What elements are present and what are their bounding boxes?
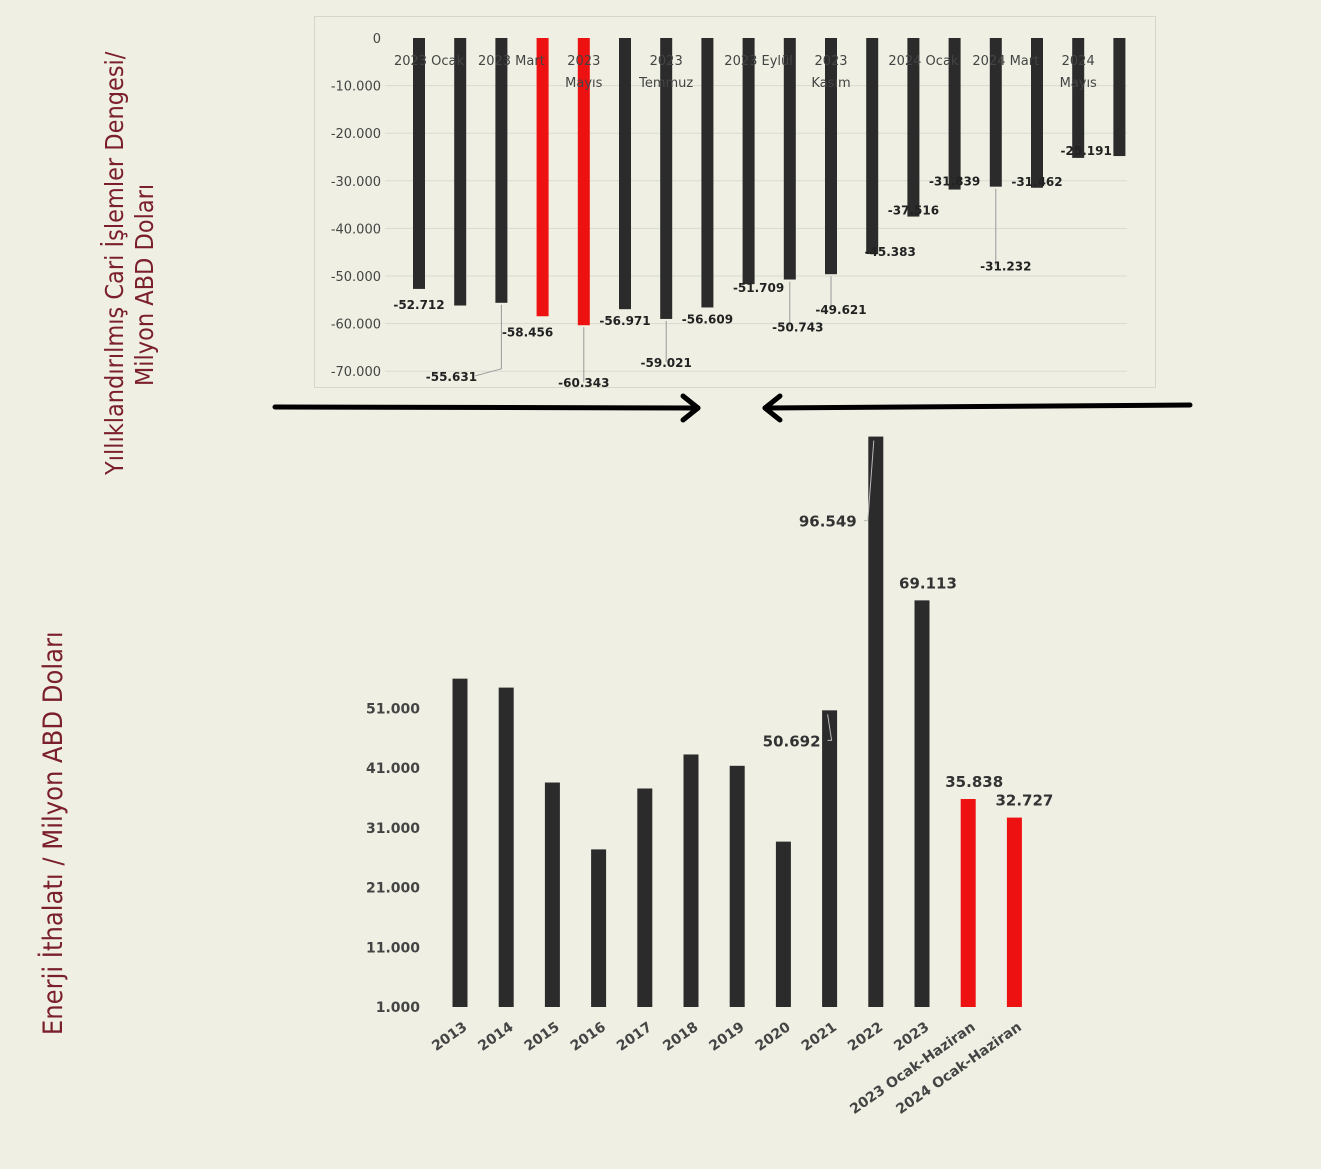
top-chart-panel: 0 -10.000 -20.000 -30.000 -40.000 -50.000 -60.…	[314, 16, 1156, 390]
y-tick-label: -50.000	[331, 270, 381, 285]
x-tick-label: Temmuz	[638, 76, 693, 91]
data-label: -31.839	[929, 175, 980, 189]
bar	[775, 841, 791, 1007]
arrow-right-icon	[272, 393, 701, 423]
y-tick-label: 0	[373, 32, 381, 47]
y-tick-label: 51.000	[366, 702, 420, 718]
data-label: -50.743	[772, 321, 823, 335]
bar	[989, 38, 1002, 187]
data-label: 69.113	[899, 574, 957, 592]
bar	[413, 38, 425, 289]
y-tick-label: 31.000	[366, 821, 420, 837]
data-label: -58.456	[502, 325, 553, 339]
bar	[498, 687, 514, 1007]
leader-line	[827, 714, 833, 741]
bar	[495, 38, 508, 303]
x-tick-label: 2023 Mart	[478, 54, 545, 69]
y-tick-label: -20.000	[331, 127, 381, 142]
data-label: -31.462	[1011, 175, 1062, 189]
x-tick-label: 2018	[660, 1019, 701, 1054]
data-label: 96.549	[799, 513, 857, 531]
x-tick-label: 2017	[614, 1019, 655, 1054]
data-label: -25.191	[1061, 144, 1112, 158]
bar	[914, 600, 930, 1007]
x-tick-label: 2015	[522, 1019, 563, 1054]
bar	[577, 38, 590, 326]
bar	[948, 38, 961, 190]
bar	[1006, 817, 1022, 1007]
data-label: -56.971	[599, 314, 650, 328]
data-label: -45.383	[865, 245, 916, 259]
data-label: 32.727	[995, 792, 1053, 810]
x-tick-label: 2020	[753, 1019, 794, 1055]
bar	[660, 38, 673, 319]
leader-line	[863, 440, 875, 522]
bar	[868, 436, 884, 1007]
y-tick-label: 41.000	[366, 761, 420, 777]
y-tick-label: 21.000	[366, 881, 420, 897]
y-tick-label: -60.000	[331, 318, 381, 333]
bar	[729, 765, 745, 1007]
y-tick-label: -30.000	[331, 175, 381, 190]
bar	[637, 788, 653, 1007]
x-tick-label: 2023	[814, 54, 847, 69]
bar	[701, 38, 714, 308]
bar	[452, 678, 468, 1007]
bar	[783, 38, 796, 280]
x-tick-label: 2023 Eylül	[724, 54, 793, 69]
bar	[1113, 38, 1126, 157]
data-label: -55.631	[426, 370, 477, 384]
x-tick-label: 2023 Ocak	[394, 54, 465, 69]
data-label: -59.021	[641, 356, 692, 370]
data-label: -51.709	[733, 281, 784, 295]
current-account-chart: 0 -10.000 -20.000 -30.000 -40.000 -50.000 -60.…	[331, 32, 1127, 390]
bar	[619, 38, 631, 310]
leader-line	[475, 304, 502, 377]
x-tick-label: Mayıs	[565, 76, 602, 91]
x-tick-label: 2019	[706, 1019, 747, 1054]
bar	[536, 38, 549, 317]
data-label: -56.609	[682, 312, 733, 326]
arrow-left-icon	[762, 393, 1193, 423]
x-tick-label: 2013	[429, 1019, 470, 1054]
x-tick-label: Mayıs	[1060, 76, 1097, 91]
bar	[454, 38, 467, 306]
bar	[544, 782, 560, 1007]
y-tick-label: -40.000	[331, 222, 381, 237]
bar	[907, 38, 920, 217]
x-tick-label: 2021	[799, 1019, 840, 1054]
x-tick-label: 2024 Mart	[972, 54, 1039, 69]
bar	[960, 799, 976, 1007]
y-tick-label: 11.000	[366, 940, 420, 956]
data-label: 50.692	[763, 732, 821, 750]
bar	[742, 38, 755, 285]
bar	[822, 710, 838, 1007]
x-tick-label: 2023	[567, 54, 600, 69]
data-label: -37.516	[888, 204, 939, 218]
y-tick-label: 1.000	[376, 1000, 421, 1016]
x-tick-label: 2023	[650, 54, 683, 69]
x-tick-label: 2014	[475, 1019, 516, 1055]
bar	[866, 38, 879, 255]
bar	[825, 38, 837, 275]
data-label: -49.621	[815, 303, 866, 317]
x-tick-label: Kasım	[811, 76, 850, 91]
y-tick-label: -70.000	[331, 365, 381, 380]
data-label: -60.343	[558, 376, 609, 387]
y-tick-label: -10.000	[331, 80, 381, 95]
x-tick-label: 2016	[568, 1019, 609, 1054]
x-tick-label: 2022	[845, 1019, 886, 1054]
bar	[683, 754, 699, 1007]
x-tick-label: 2024 Ocak	[888, 54, 959, 69]
x-tick-label: 2024	[1062, 54, 1095, 69]
data-label: 35.838	[945, 773, 1003, 791]
data-label: -31.232	[980, 260, 1031, 274]
data-label: -52.712	[393, 298, 444, 312]
bar	[1031, 38, 1043, 188]
bar	[1072, 38, 1085, 158]
bar	[591, 849, 607, 1007]
